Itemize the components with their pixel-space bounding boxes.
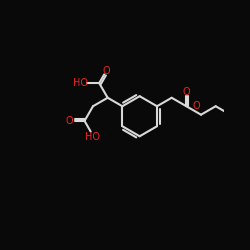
Text: O: O [182,86,190,97]
Text: O: O [103,66,110,76]
Text: O: O [65,116,73,126]
Text: HO: HO [73,78,88,88]
Text: O: O [193,101,200,111]
Text: HO: HO [86,132,100,142]
